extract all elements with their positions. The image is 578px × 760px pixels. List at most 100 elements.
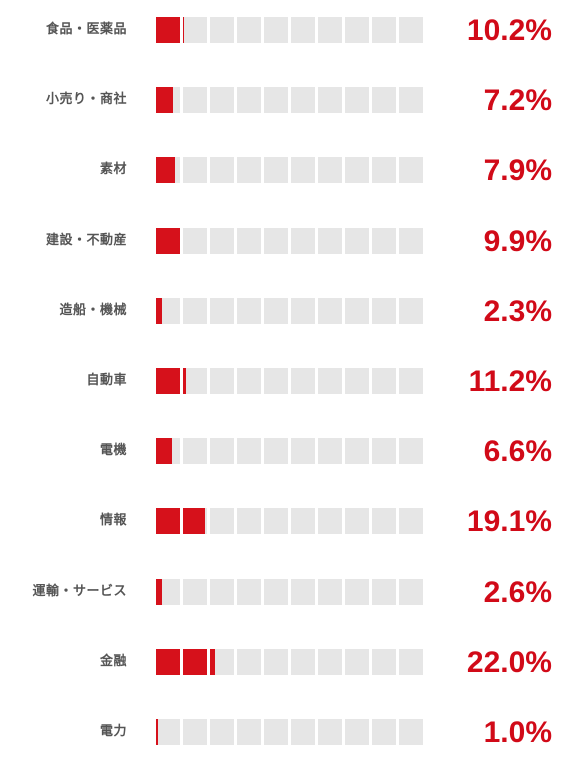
bar-cell — [264, 438, 288, 465]
bar-cell — [264, 368, 288, 394]
bar-cell — [399, 368, 423, 394]
bar-cell — [345, 719, 369, 745]
bar-fill — [156, 87, 174, 114]
bar-cell — [210, 508, 234, 535]
bar-cell — [345, 648, 369, 675]
bar-cell — [183, 157, 207, 184]
bar-cell — [291, 438, 315, 465]
bar-cell — [372, 648, 396, 675]
bar-cell — [264, 508, 288, 535]
bar-cell — [345, 157, 369, 184]
bar-cell — [372, 87, 396, 114]
bar-cell — [399, 578, 423, 605]
bar-cell — [183, 227, 207, 254]
bar-cell — [345, 17, 369, 43]
bar-fill — [156, 648, 180, 675]
bar-cell — [399, 719, 423, 745]
bar-cell — [291, 297, 315, 324]
value-label: 2.3% — [483, 294, 552, 328]
bar-cell — [210, 578, 234, 605]
bar-cell — [156, 17, 180, 43]
bar-cell — [318, 157, 342, 184]
bar-fill — [156, 17, 180, 43]
bar-cell — [210, 17, 234, 43]
bar-cell — [183, 297, 207, 324]
category-label: 小売り・商社 — [45, 92, 127, 108]
bar-fill — [156, 297, 162, 324]
value-label: 10.2% — [466, 14, 552, 47]
bar-fill — [183, 368, 186, 394]
bar-cell — [291, 578, 315, 605]
bar-cell — [372, 227, 396, 254]
bar-track — [156, 578, 424, 605]
value-label: 19.1% — [466, 505, 552, 539]
category-label: 建設・不動産 — [45, 232, 127, 248]
bar-track — [156, 87, 424, 114]
bar-cell — [156, 438, 180, 465]
bar-cell — [318, 578, 342, 605]
value-label: 11.2% — [468, 365, 552, 398]
bar-track — [156, 719, 424, 745]
bar-row: 自動車 11.2% — [0, 365, 578, 398]
bar-cell — [183, 438, 207, 465]
bar-cell — [237, 438, 261, 465]
bar-fill — [156, 578, 163, 605]
bar-row: 小売り・商社 7.2% — [0, 84, 578, 117]
value-label: 22.0% — [466, 645, 552, 679]
bar-cell — [183, 87, 207, 114]
bar-fill — [156, 368, 180, 394]
bar-cell — [318, 17, 342, 43]
bar-cell — [399, 157, 423, 184]
bar-cell — [399, 438, 423, 465]
category-label: 食品・医薬品 — [45, 22, 127, 37]
bar-track — [156, 297, 424, 324]
bar-track — [156, 17, 424, 43]
bar-cell — [210, 227, 234, 254]
bar-fill — [156, 227, 180, 254]
bar-cell — [399, 227, 423, 254]
category-label: 情報 — [99, 513, 127, 529]
bar-cell — [345, 227, 369, 254]
bar-row: 電機 6.6% — [0, 435, 578, 468]
category-label: 運輸・サービス — [32, 583, 127, 599]
bar-cell — [237, 719, 261, 745]
bar-cell — [210, 297, 234, 324]
bar-cell — [156, 508, 180, 535]
bar-track — [156, 438, 424, 465]
bar-cell — [291, 368, 315, 394]
bar-fill — [183, 508, 205, 535]
bar-cell — [345, 438, 369, 465]
bar-cell — [318, 297, 342, 324]
bar-fill — [210, 648, 215, 675]
bar-cell — [345, 508, 369, 535]
bar-row: 電力 1.0% — [0, 716, 578, 749]
category-label: 造船・機械 — [59, 302, 127, 318]
bar-track — [156, 508, 424, 535]
bar-cell — [183, 368, 207, 394]
bar-cell — [237, 17, 261, 43]
bar-cell — [291, 17, 315, 43]
bar-row: 素材 7.9% — [0, 154, 578, 187]
bar-cell — [372, 508, 396, 535]
category-label: 自動車 — [86, 373, 127, 388]
bar-track — [156, 368, 424, 394]
bar-cell — [318, 648, 342, 675]
bar-cell — [210, 87, 234, 114]
bar-cell — [291, 648, 315, 675]
value-label: 7.2% — [483, 84, 552, 118]
bar-cell — [291, 157, 315, 184]
category-label: 素材 — [99, 162, 127, 178]
bar-cell — [237, 87, 261, 114]
bar-cell — [183, 508, 207, 535]
bar-cell — [372, 578, 396, 605]
bar-cell — [156, 297, 180, 324]
bar-cell — [318, 719, 342, 745]
bar-cell — [372, 157, 396, 184]
bar-track — [156, 648, 424, 675]
bar-cell — [399, 508, 423, 535]
bar-cell — [291, 508, 315, 535]
bar-fill — [156, 157, 175, 184]
bar-cell — [264, 578, 288, 605]
bar-fill — [156, 508, 180, 535]
